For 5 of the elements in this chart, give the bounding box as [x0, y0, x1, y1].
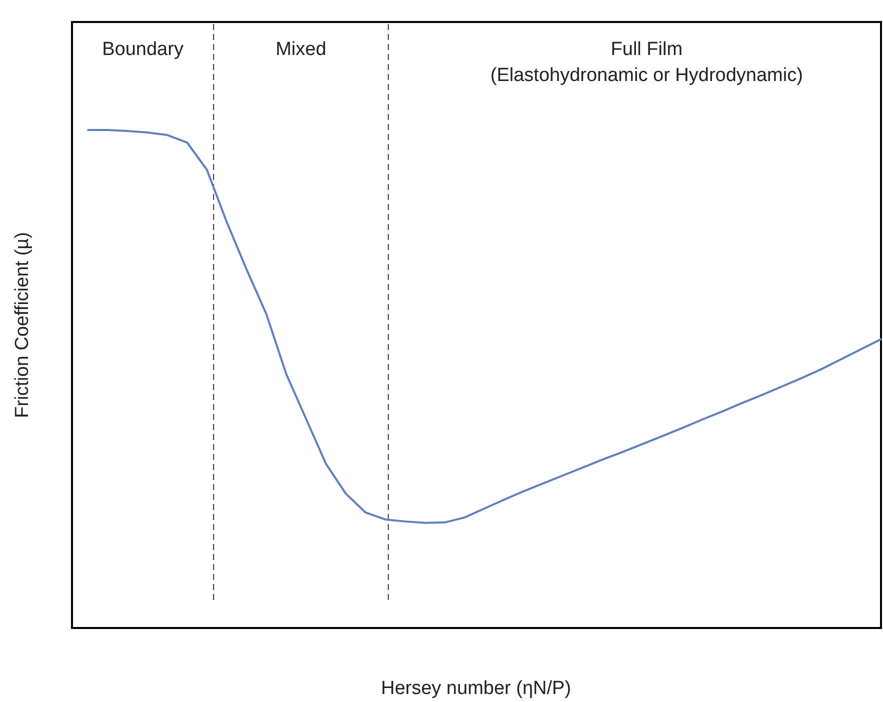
text: Full Film (Elastohydronamic or Hydrodynamic): [490, 39, 803, 86]
text: Boundary: [102, 39, 184, 60]
x-axis-title: Hersey number (ηN/P): [380, 678, 572, 699]
y-axis-title: Friction Coefficient (µ): [12, 232, 33, 418]
text: Mixed: [276, 39, 326, 60]
